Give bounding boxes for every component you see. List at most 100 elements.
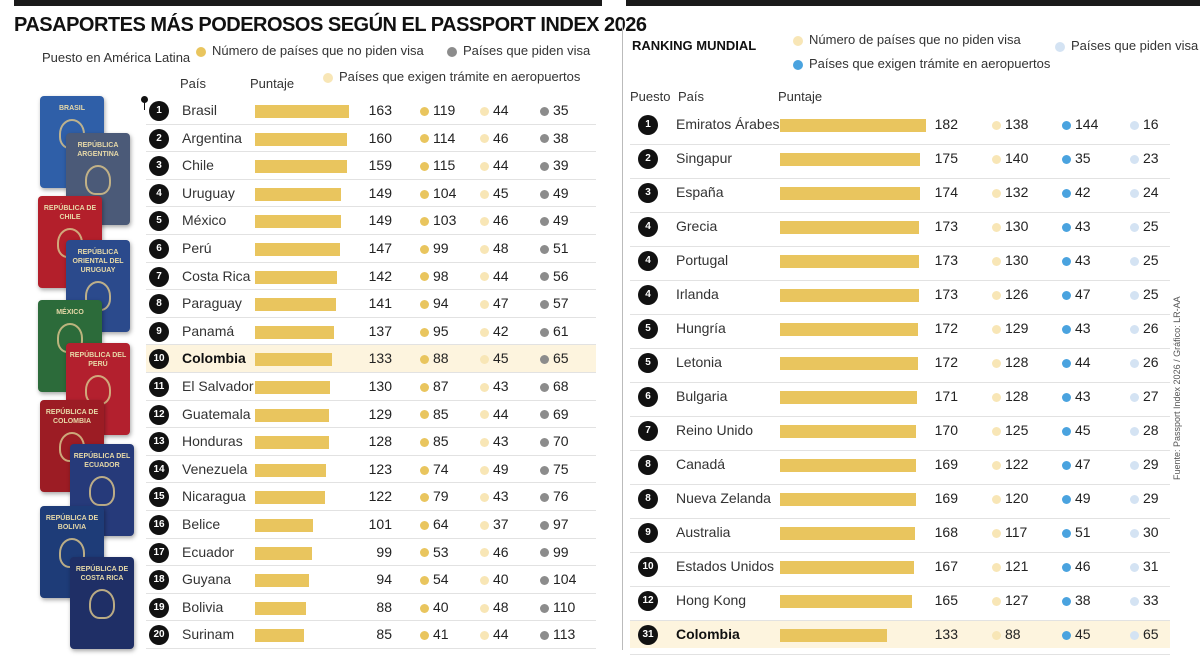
airport-number: 45: [1075, 626, 1091, 642]
no-visa-dot-icon: [420, 134, 429, 144]
airport-number: 44: [1075, 354, 1091, 370]
visa-dot-icon: [540, 603, 549, 613]
score-label: 122: [368, 488, 392, 505]
visa-dot-icon: [1130, 528, 1139, 538]
airport-number: 43: [1075, 252, 1091, 268]
row-divider: [630, 382, 1170, 383]
visa-dot-icon: [540, 465, 549, 475]
visa-value: 61: [540, 323, 569, 339]
top-rule-left: [14, 0, 602, 6]
visa-value: 31: [1130, 558, 1159, 574]
airport-value: 43: [1062, 252, 1091, 268]
visa-value: 38: [540, 130, 569, 146]
country-name: Chile: [182, 157, 214, 174]
table-row: 11 El Salvador 130 87 43 68: [146, 373, 596, 400]
no-visa-value: 104: [420, 185, 456, 201]
country-name: España: [676, 184, 724, 200]
rank-badge: 2: [638, 149, 658, 169]
airport-dot-icon: [1062, 426, 1071, 436]
no-visa-dot-icon: [992, 358, 1001, 368]
no-visa-number: 138: [1005, 116, 1029, 132]
table-row: 5 Letonia 172 128 44 26: [630, 349, 1170, 376]
score-bar: [255, 298, 337, 312]
rank-badge: 18: [149, 570, 169, 591]
no-visa-number: 130: [1005, 218, 1029, 234]
score-label: 94: [376, 571, 392, 588]
airport-value: 44: [480, 626, 509, 642]
no-visa-dot-icon: [420, 437, 429, 447]
visa-value: 16: [1130, 116, 1159, 132]
visa-number: 97: [553, 516, 569, 532]
country-name: México: [182, 212, 227, 229]
country-name: Singapur: [676, 150, 733, 166]
score-bar: [780, 459, 916, 472]
airport-value: 42: [480, 323, 509, 339]
no-visa-number: 103: [433, 212, 457, 229]
airport-dot-icon: [480, 217, 489, 227]
legend-no-visa-left: Número de países que no piden visa: [196, 43, 424, 58]
no-visa-value: 126: [992, 286, 1028, 302]
score-bar: [255, 270, 337, 284]
score-bar: [780, 561, 914, 574]
no-visa-dot-icon: [420, 244, 429, 254]
visa-value: 49: [540, 212, 569, 228]
airport-dot-icon: [480, 493, 489, 503]
no-visa-value: 74: [420, 461, 449, 477]
airport-dot-icon: [323, 72, 333, 83]
no-visa-value: 87: [420, 378, 449, 394]
airport-value: 45: [480, 350, 509, 366]
passport-label: BRASIL: [58, 105, 86, 112]
country-name: Belice: [182, 516, 221, 532]
airport-number: 42: [493, 322, 509, 339]
row-divider: [146, 565, 596, 567]
no-visa-dot-icon: [992, 596, 1001, 606]
passport-label: REPÚBLICA ARGENTINA: [77, 142, 119, 158]
visa-number: 70: [553, 433, 569, 450]
no-visa-dot-icon: [420, 631, 429, 641]
table-row: 3 Chile 159 115 44 39: [146, 152, 596, 179]
infographic-title: PASAPORTES MÁS PODEROSOS SEGÚN EL PASSPO…: [14, 14, 647, 36]
visa-value: 27: [1130, 388, 1159, 404]
no-visa-value: 121: [992, 558, 1028, 574]
visa-value: 57: [540, 295, 569, 311]
no-visa-number: 79: [433, 488, 449, 505]
visa-dot-icon: [1130, 426, 1139, 436]
row-divider: [630, 484, 1170, 485]
no-visa-dot-icon: [420, 548, 429, 558]
visa-dot-icon: [540, 575, 549, 585]
airport-value: 46: [480, 212, 509, 228]
no-visa-value: 41: [420, 626, 449, 642]
table-row: 14 Venezuela 123 74 49 75: [146, 456, 596, 483]
country-name: Nueva Zelanda: [676, 490, 771, 506]
rank-badge: 1: [149, 101, 169, 121]
visa-value: 23: [1130, 150, 1159, 166]
visa-dot-icon: [1130, 596, 1139, 606]
table-row: 4 Grecia 173 130 43 25: [630, 213, 1170, 240]
table-row: 7 Costa Rica 142 98 44 56: [146, 263, 596, 290]
no-visa-dot-icon: [420, 575, 429, 585]
country-name: El Salvador: [182, 378, 254, 394]
visa-dot-icon: [1130, 188, 1139, 198]
no-visa-value: 88: [420, 350, 449, 366]
country-name: Colombia: [182, 350, 246, 367]
no-visa-value: 120: [992, 490, 1028, 506]
passport-label: REPÚBLICA DEL PERÚ: [69, 352, 127, 368]
airport-number: 43: [493, 488, 509, 505]
no-visa-dot-icon: [420, 382, 429, 392]
score-label: 142: [368, 267, 392, 284]
visa-number: 35: [553, 102, 569, 118]
airport-number: 43: [493, 433, 509, 450]
score-bar: [780, 527, 915, 540]
pointer-dot: [141, 96, 148, 103]
rank-badge: 5: [149, 211, 169, 232]
airport-value: 43: [480, 488, 509, 504]
legend-airport-right: Países que exigen trámite en aeropuertos: [793, 56, 1050, 71]
row-divider: [146, 592, 596, 594]
airport-dot-icon: [480, 244, 489, 254]
table-row: 12 Guatemala 129 85 44 69: [146, 401, 596, 428]
score-label: 129: [368, 405, 392, 422]
visa-dot-icon: [1130, 630, 1139, 640]
airport-number: 47: [1075, 456, 1091, 472]
country-name: Venezuela: [182, 460, 248, 477]
visa-value: 35: [540, 102, 569, 118]
